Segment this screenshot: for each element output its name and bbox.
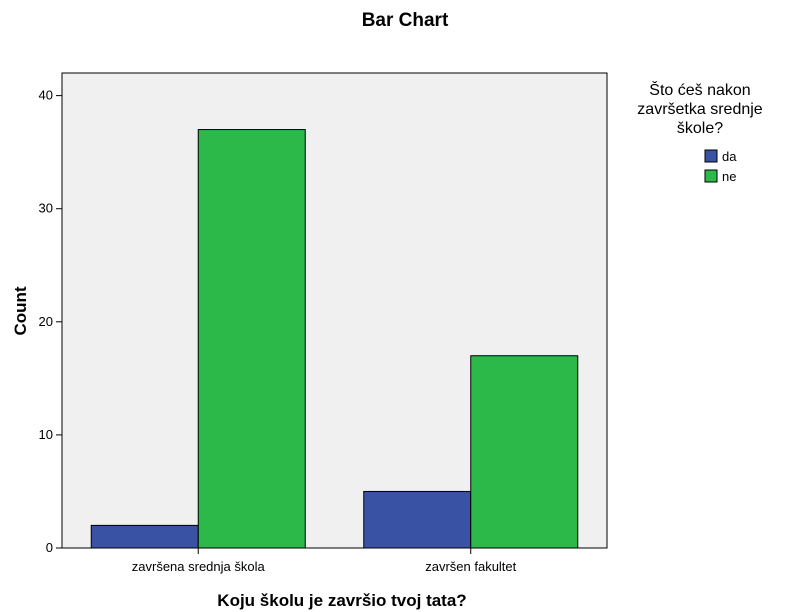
- legend-swatch-ne: [704, 169, 718, 183]
- y-tick-label: 0: [46, 540, 53, 555]
- legend-label-da: da: [722, 149, 737, 164]
- chart-title: Bar Chart: [362, 10, 449, 31]
- y-tick-label: 10: [39, 427, 53, 442]
- bar-da: [363, 490, 472, 549]
- legend-title-line: Što ćeš nakon: [649, 80, 750, 99]
- bars-group: [90, 129, 579, 549]
- bar-ne: [197, 129, 306, 549]
- legend: Što ćeš nakon završetka srednje škole? da ne: [637, 80, 762, 184]
- legend-title-line: završetka srednje: [637, 101, 762, 118]
- legend-swatch-da: [704, 149, 718, 163]
- y-tick-label: 30: [39, 201, 53, 216]
- y-tick-label: 20: [39, 314, 53, 329]
- bar-ne: [470, 355, 579, 549]
- y-axis: 0 10 20 30 40: [39, 88, 62, 555]
- x-tick-label: završen fakultet: [425, 559, 516, 574]
- x-tick-label: završena srednja škola: [132, 559, 266, 574]
- legend-label-ne: ne: [722, 169, 736, 184]
- y-axis-title: Count: [11, 286, 30, 335]
- legend-title-line: škole?: [677, 120, 723, 137]
- y-tick-label: 40: [39, 88, 53, 103]
- x-axis-title: Koju školu je završio tvoj tata?: [217, 591, 466, 610]
- x-axis: završena srednja škola završen fakultet: [132, 548, 517, 574]
- bar-da: [90, 524, 199, 549]
